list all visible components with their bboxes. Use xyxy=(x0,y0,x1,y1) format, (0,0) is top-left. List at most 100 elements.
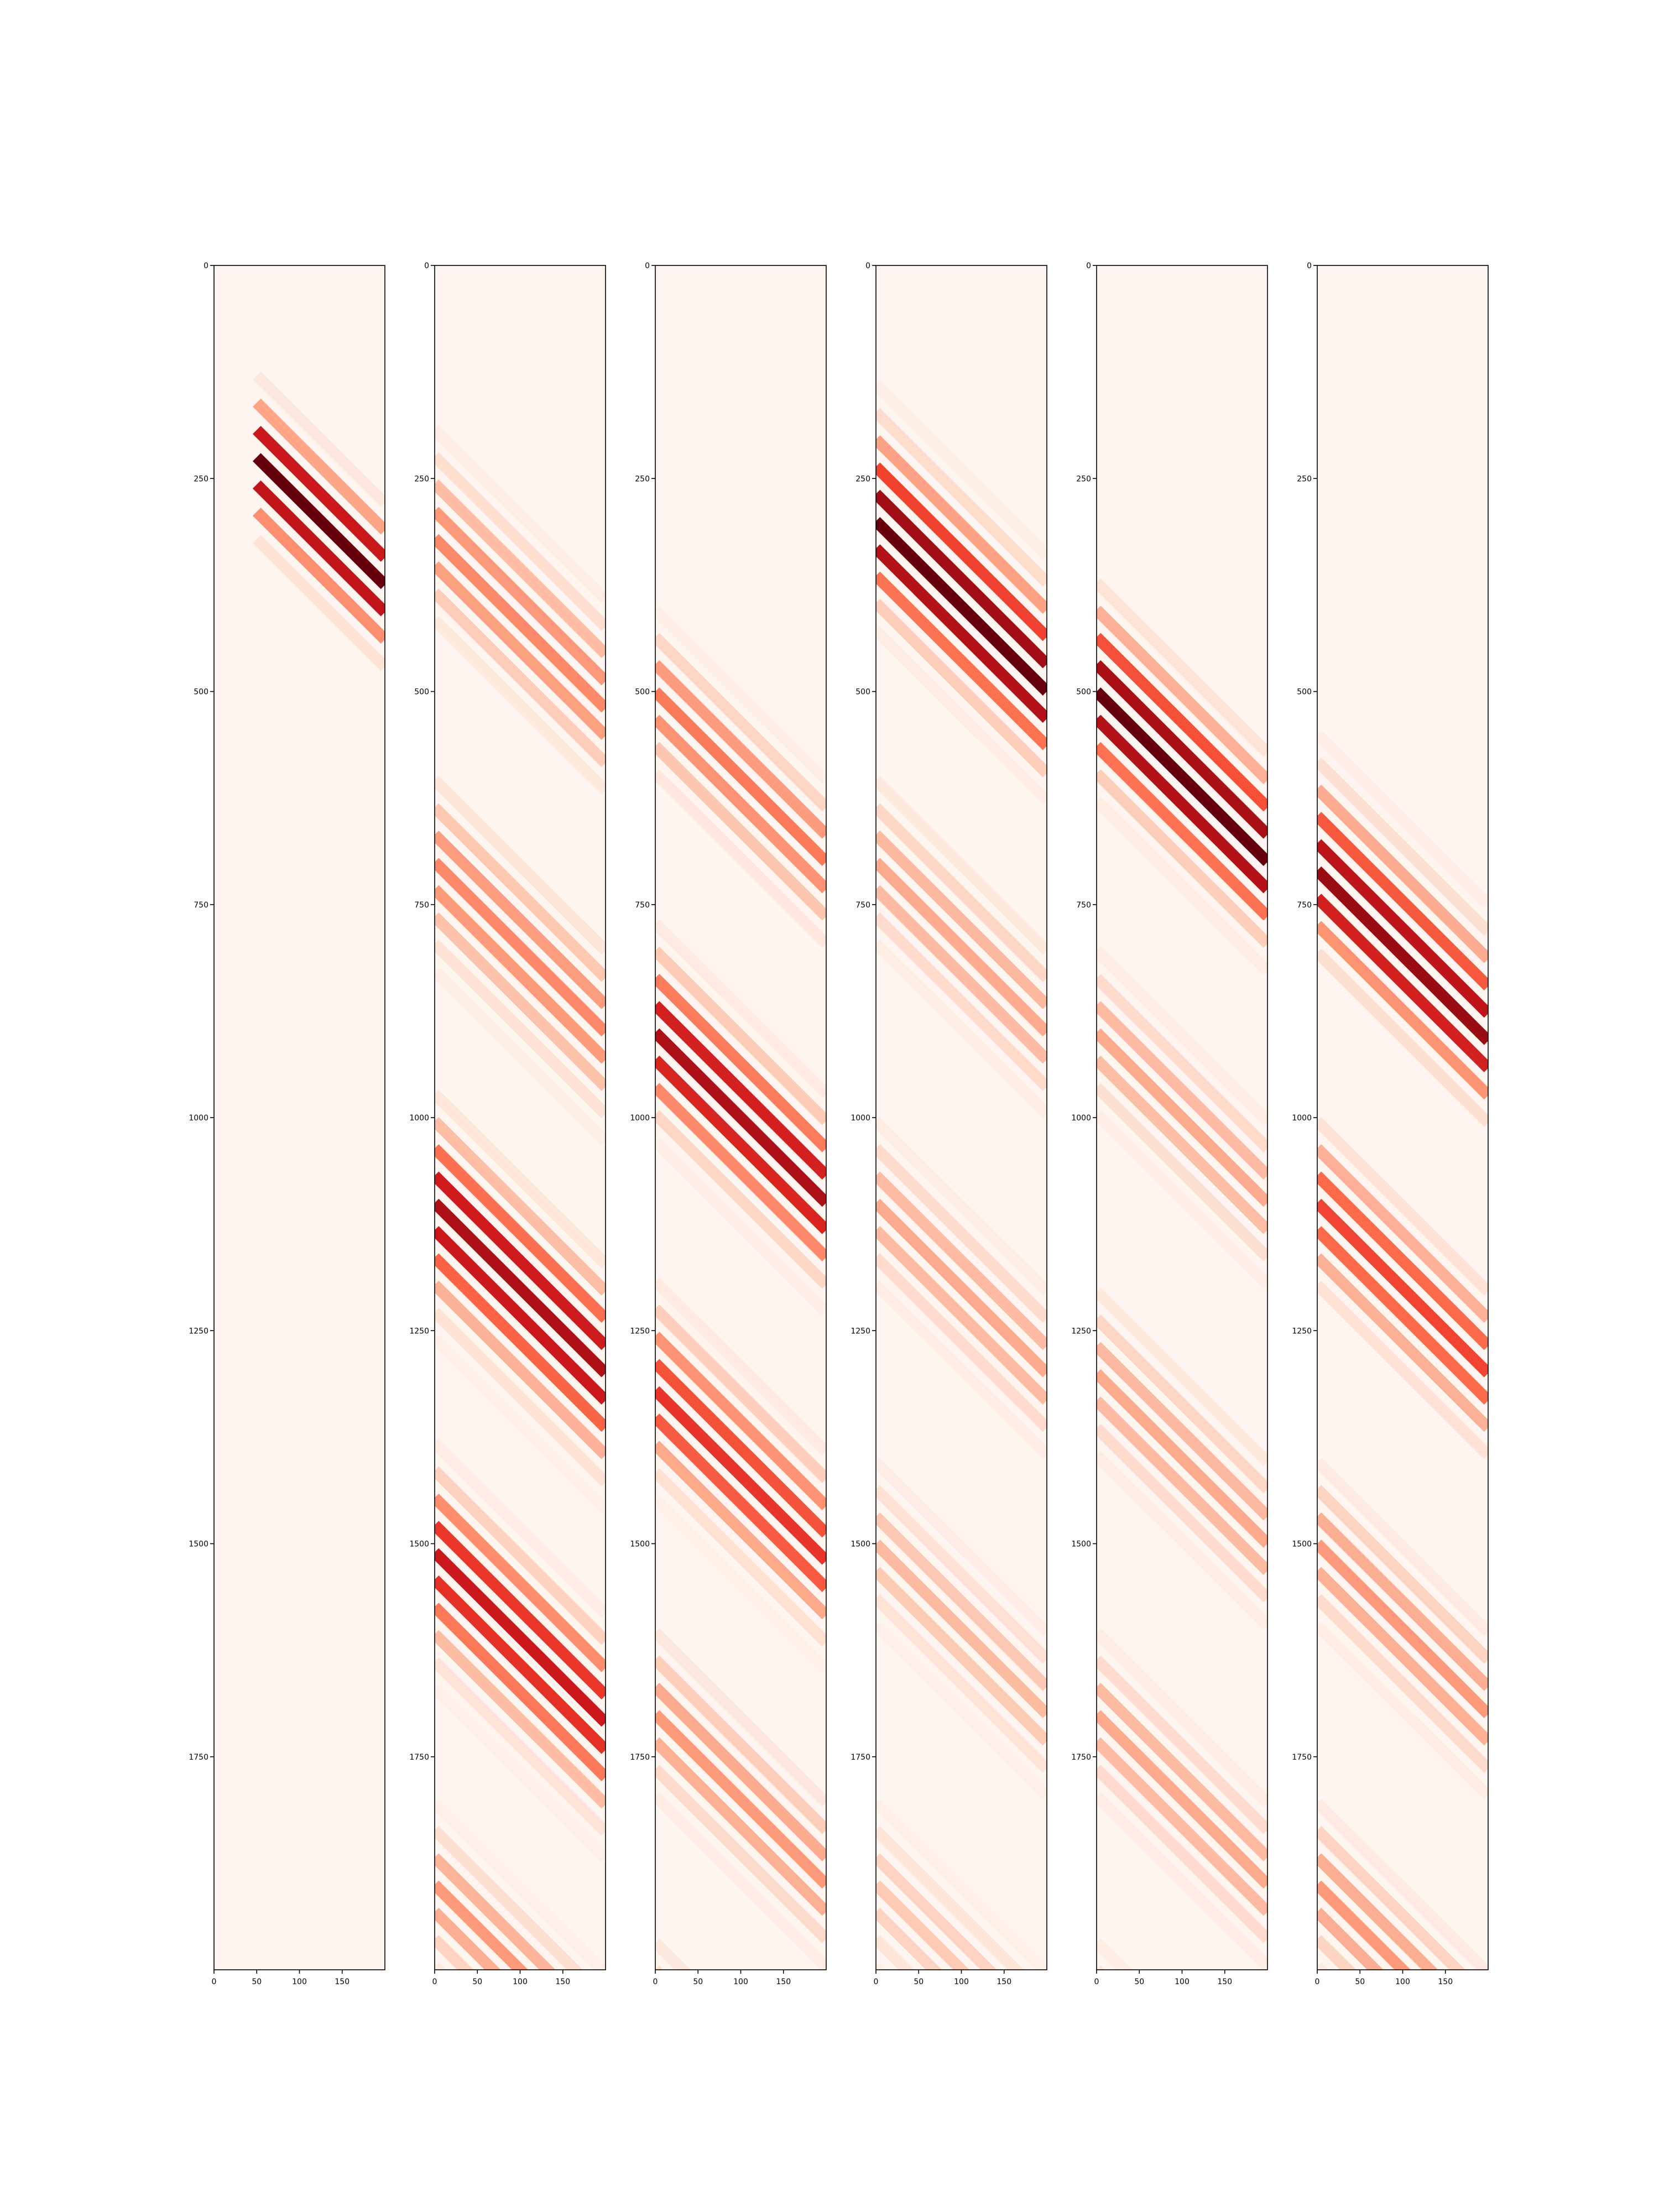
stripe-band3-8 xyxy=(1097,1423,1267,1603)
stripe-band4-5 xyxy=(655,1683,826,1861)
stripe-band1-4 xyxy=(435,452,606,631)
stripe-band1-7 xyxy=(1317,866,1488,1045)
x-tick-label: 100 xyxy=(954,1978,969,1986)
x-tick-label: 150 xyxy=(1217,1978,1232,1986)
stripe-band4-2 xyxy=(435,1439,606,1618)
y-tick-label: 1750 xyxy=(1071,1753,1091,1762)
y-tick-label: 250 xyxy=(194,474,208,483)
x-tick-label: 50 xyxy=(472,1978,482,1986)
stripe-band1-2 xyxy=(1317,730,1488,909)
stripe-band5-2 xyxy=(435,1798,606,1970)
stripe-band5-5 xyxy=(435,1880,529,1970)
stripe-band2-5 xyxy=(655,1001,826,1180)
stripe-band1-3 xyxy=(655,633,826,812)
stripe-band2-6 xyxy=(1097,1028,1267,1207)
y-tick-label: 0 xyxy=(645,262,650,270)
y-tick-label: 1000 xyxy=(630,1114,650,1123)
stripe-band5-5 xyxy=(876,1853,997,1970)
stripe-band2-3 xyxy=(876,776,1047,955)
stripe-band3-6 xyxy=(1097,1369,1267,1548)
x-tick-label: 0 xyxy=(653,1978,658,1986)
y-tick-label: 1250 xyxy=(630,1327,650,1335)
stripe-band1-4 xyxy=(876,435,1047,614)
stripe-band2-5 xyxy=(435,831,606,1009)
stripe-band1-9 xyxy=(1317,921,1488,1100)
stripe-band5-7 xyxy=(876,1907,942,1970)
stripe-band3-6 xyxy=(876,1198,1047,1378)
stripe-band4-7 xyxy=(435,1575,606,1754)
stripe-band1-7 xyxy=(435,534,606,713)
stripe-band2-10 xyxy=(435,967,606,1146)
stripe-band4-4 xyxy=(1317,1825,1466,1970)
stripe-band4-6 xyxy=(1097,1710,1267,1889)
y-tick-label: 750 xyxy=(635,901,650,910)
heatmap-panel-1: 0 250 500 750 1000 1250 1500 1750 0 50 100 150 xyxy=(189,262,385,1986)
stripe-band3-9 xyxy=(655,1468,826,1647)
stripe-band3-4 xyxy=(1317,1485,1488,1664)
stripe-band3-8 xyxy=(655,1441,826,1620)
y-tick-label: 1500 xyxy=(189,1540,208,1549)
stripe-band5-4 xyxy=(435,1853,556,1970)
x-tick-label: 100 xyxy=(513,1978,528,1986)
y-tick-label: 250 xyxy=(414,474,429,483)
stripe-band3-9 xyxy=(876,1280,1047,1459)
stripe-band1-8 xyxy=(252,535,385,671)
stripe-band4-4 xyxy=(876,1485,1047,1664)
stripe-band2-9 xyxy=(435,940,606,1119)
stripe-band1-6 xyxy=(1097,687,1267,867)
x-tick-label: 100 xyxy=(1175,1978,1190,1986)
stripe-band1-5 xyxy=(252,453,385,589)
stripe-band1-5 xyxy=(1317,812,1488,991)
stripe-band3-5 xyxy=(435,1171,606,1350)
stripe-band2-6 xyxy=(876,858,1047,1037)
stripe-band1-3 xyxy=(435,425,606,604)
y-tick-label: 500 xyxy=(1076,688,1091,697)
stripe-band3-6 xyxy=(1317,1540,1488,1719)
x-tick-label: 50 xyxy=(252,1978,262,1986)
stripe-band5-6 xyxy=(435,1907,501,1970)
stripe-band2-9 xyxy=(1317,1280,1488,1459)
y-tick-label: 750 xyxy=(1076,901,1091,910)
stripe-band1-5 xyxy=(1097,660,1267,839)
stripe-band3-6 xyxy=(655,1386,826,1565)
y-tick-label: 1750 xyxy=(409,1753,429,1762)
stripe-band4-9 xyxy=(435,1630,606,1809)
stripe-band4-7 xyxy=(1317,1907,1384,1970)
stripe-band1-5 xyxy=(655,687,826,867)
stripe-band2-7 xyxy=(1317,1226,1488,1405)
stripe-band2-5 xyxy=(1317,1171,1488,1350)
stripe-band3-7 xyxy=(876,1226,1047,1405)
stripe-band4-5 xyxy=(1317,1853,1438,1970)
stripe-band2-2 xyxy=(655,919,826,1098)
stripe-band2-5 xyxy=(1097,1001,1267,1180)
x-tick-label: 150 xyxy=(335,1978,349,1986)
stripe-band2-7 xyxy=(435,885,606,1064)
stripe-band1-7 xyxy=(1097,714,1267,894)
y-tick-label: 250 xyxy=(1076,474,1091,483)
stripe-band4-3 xyxy=(435,1466,606,1645)
y-tick-label: 1500 xyxy=(409,1540,429,1549)
y-tick-label: 1000 xyxy=(1071,1114,1091,1123)
y-tick-label: 1500 xyxy=(851,1540,870,1549)
stripe-band5-4 xyxy=(1097,1965,1105,1970)
stripe-band1-5 xyxy=(435,479,606,659)
stripe-band4-3 xyxy=(876,1458,1047,1637)
stripe-band4-6 xyxy=(1317,1880,1411,1970)
stripe-band1-10 xyxy=(876,598,1047,778)
stripe-band3-4 xyxy=(1097,1314,1267,1494)
stripe-band1-2 xyxy=(876,380,1047,560)
stripe-band1-6 xyxy=(876,489,1047,669)
y-tick-label: 0 xyxy=(865,262,870,270)
stripe-band3-9 xyxy=(435,1280,606,1459)
stripe-band1-8 xyxy=(1317,894,1488,1072)
stripe-band4-9 xyxy=(655,1792,826,1970)
x-tick-label: 150 xyxy=(997,1978,1011,1986)
stripe-band4-3 xyxy=(1097,1628,1267,1807)
stripe-band1-10 xyxy=(1097,796,1267,975)
stripe-band5-9 xyxy=(876,1962,888,1970)
stripe-band4-8 xyxy=(1097,1764,1267,1943)
stripe-band2-4 xyxy=(1317,1144,1488,1323)
stripe-band3-5 xyxy=(876,1171,1047,1350)
y-tick-label: 500 xyxy=(194,688,208,697)
stripe-band3-2 xyxy=(655,1277,826,1456)
